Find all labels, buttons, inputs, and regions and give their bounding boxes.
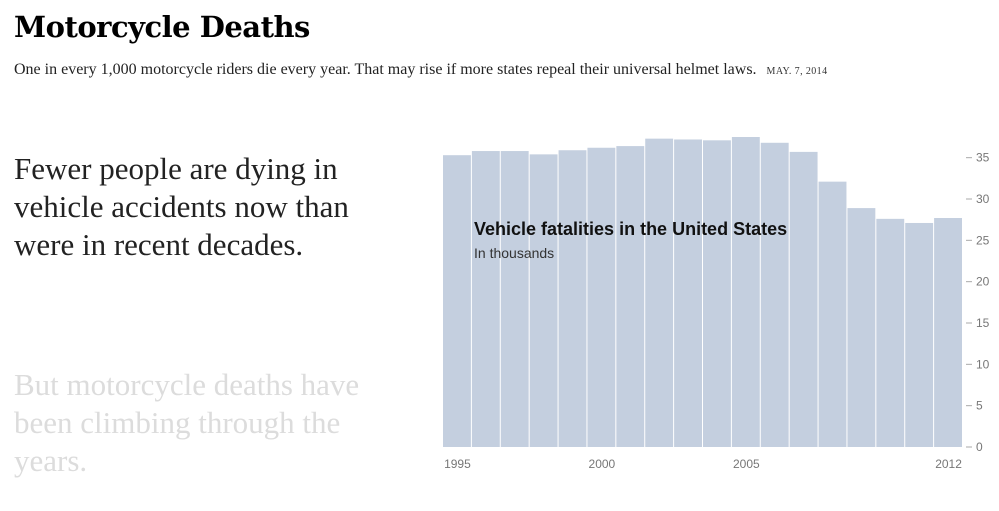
bar-1999 [559, 150, 587, 447]
story-step-2: But motorcycle deaths have been climbing… [14, 366, 394, 480]
bar-2007 [790, 152, 818, 447]
bar-2010 [876, 219, 904, 447]
bar-2002 [645, 139, 673, 447]
bar-1998 [530, 154, 558, 447]
bar-2005 [732, 137, 760, 447]
y-tick-label: 0 [976, 440, 983, 454]
bar-2003 [674, 139, 702, 447]
bar-2012 [934, 218, 962, 447]
bar-2004 [703, 140, 731, 447]
dek-text: One in every 1,000 motorcycle riders die… [14, 61, 757, 78]
x-tick-label: 2005 [733, 457, 760, 471]
bar-1996 [472, 151, 500, 447]
y-tick-label: 35 [976, 151, 990, 165]
x-tick-label: 2000 [589, 457, 616, 471]
dek: One in every 1,000 motorcycle riders die… [14, 61, 827, 79]
bar-2011 [905, 223, 933, 447]
bar-1997 [501, 151, 529, 447]
fatalities-bar-chart: 35 30 25 20 15 10 5 0 1995 2000 2005 2012 [430, 110, 995, 480]
y-tick-label: 30 [976, 192, 990, 206]
bar-2006 [761, 143, 789, 447]
y-tick-label: 5 [976, 399, 983, 413]
chart-title: Vehicle fatalities in the United States [474, 219, 787, 240]
y-tick-label: 10 [976, 357, 990, 371]
y-tick-label: 25 [976, 233, 990, 247]
chart-subtitle: In thousands [474, 245, 554, 261]
page-title: Motorcycle Deaths [14, 10, 310, 44]
x-tick-label: 1995 [444, 457, 471, 471]
y-tick-label: 15 [976, 316, 990, 330]
story-step-1: Fewer people are dying in vehicle accide… [14, 150, 394, 264]
x-tick-label: 2012 [935, 457, 962, 471]
bar-2008 [819, 182, 847, 447]
bar-2000 [587, 148, 615, 447]
y-tick-label: 20 [976, 275, 990, 289]
bar-1995 [443, 155, 471, 447]
bar-2009 [847, 208, 875, 447]
bar-2001 [616, 146, 644, 447]
publish-date: MAY. 7, 2014 [767, 66, 828, 77]
